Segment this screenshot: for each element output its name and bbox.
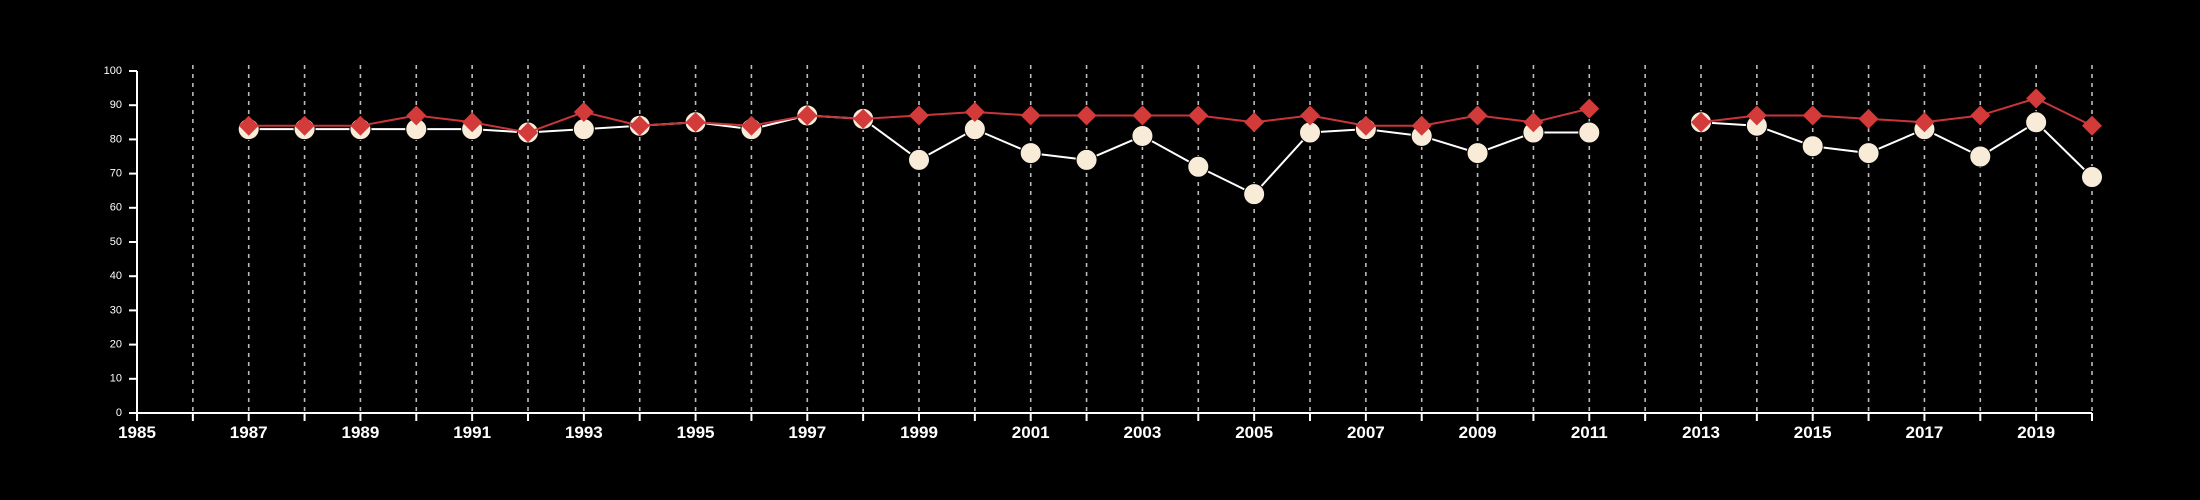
x-tick-label-2011: 2011 (1571, 423, 1608, 442)
series-1-point-1994 (629, 115, 650, 136)
data-series (237, 88, 2103, 206)
x-tick-label-2003: 2003 (1124, 423, 1162, 442)
series-1-point-2005 (1244, 112, 1265, 133)
y-tick-label-50: 50 (110, 236, 122, 248)
series-1-point-1998 (853, 108, 874, 129)
series-1-point-2018 (1970, 105, 1991, 126)
series-0-point-2005 (1243, 183, 1266, 206)
series-1-point-2014 (1746, 105, 1767, 126)
series-0-point-2019 (2025, 111, 2048, 134)
series-0-point-2004 (1187, 155, 1210, 178)
x-tick-label-1985: 1985 (118, 423, 156, 442)
series-1-point-1993 (573, 102, 594, 123)
series-1-point-2008 (1411, 115, 1432, 136)
y-tick-label-60: 60 (110, 202, 122, 214)
x-tick-label-1999: 1999 (900, 423, 938, 442)
x-tick-label-2019: 2019 (2017, 423, 2055, 442)
series-1-point-2001 (1020, 105, 1041, 126)
series-0-point-2018 (1969, 145, 1992, 168)
series-1-point-2017 (1914, 112, 1935, 133)
y-tick-label-80: 80 (110, 133, 122, 145)
x-tick-label-2015: 2015 (1794, 423, 1832, 442)
series-0-point-2011 (1578, 121, 1601, 144)
y-tick-label-70: 70 (110, 168, 122, 180)
series-1-diamond (238, 88, 2102, 143)
series-1-point-2015 (1802, 105, 1823, 126)
y-tick-label-0: 0 (116, 407, 122, 419)
x-tick-label-2005: 2005 (1235, 423, 1273, 442)
series-1-point-1988 (294, 115, 315, 136)
y-tick-label-100: 100 (104, 65, 122, 77)
series-1-point-2009 (1467, 105, 1488, 126)
series-0-point-2002 (1075, 148, 1098, 171)
series-1-point-2000 (964, 102, 985, 123)
x-tick-label-1993: 1993 (565, 423, 603, 442)
y-tick-label-30: 30 (110, 304, 122, 316)
y-tick-label-90: 90 (110, 99, 122, 111)
series-1-point-2010 (1523, 112, 1544, 133)
series-1-point-2006 (1300, 105, 1320, 126)
series-1-point-2003 (1132, 105, 1153, 126)
series-0-circle (237, 104, 2103, 206)
x-tick-label-2007: 2007 (1347, 423, 1385, 442)
series-1-point-1990 (406, 105, 427, 126)
series-1-point-2011 (1579, 98, 1600, 119)
series-1-point-1989 (350, 115, 371, 136)
x-tick-label-1987: 1987 (230, 423, 268, 442)
series-0-point-2003 (1131, 124, 1154, 147)
series-1-point-1999 (909, 105, 929, 126)
series-0-point-2009 (1466, 142, 1489, 165)
x-tick-label-2017: 2017 (1906, 423, 1944, 442)
series-1-point-1995 (685, 112, 706, 133)
series-1-point-1997 (797, 105, 818, 126)
series-1-point-1987 (238, 115, 259, 136)
series-1-point-2004 (1188, 105, 1209, 126)
x-tick-label-1995: 1995 (677, 423, 715, 442)
series-1-point-2016 (1858, 108, 1879, 129)
x-tick-label-2013: 2013 (1682, 423, 1720, 442)
series-1-point-2020 (2082, 115, 2102, 136)
y-tick-label-40: 40 (110, 270, 122, 282)
y-tick-label-20: 20 (110, 339, 122, 351)
series-1-point-1996 (741, 115, 762, 136)
series-1-point-2007 (1355, 115, 1376, 136)
series-0-point-2016 (1857, 142, 1880, 165)
series-0-point-2001 (1019, 142, 1042, 165)
series-1-point-1992 (518, 122, 538, 143)
x-tick-label-2009: 2009 (1459, 423, 1497, 442)
series-1-point-2002 (1076, 105, 1097, 126)
x-tick-label-1989: 1989 (342, 423, 380, 442)
x-tick-label-2001: 2001 (1012, 423, 1050, 442)
series-1-point-1991 (462, 112, 483, 133)
series-0-point-2020 (2081, 166, 2103, 189)
y-tick-label-10: 10 (110, 373, 122, 385)
series-1-point-2019 (2026, 88, 2047, 109)
axes: 0 10 20 30 40 50 60 70 80 90 100 1985 1987 1989 1991 19… (104, 65, 2093, 442)
series-0-point-1999 (908, 148, 930, 171)
series-1-point-2013 (1691, 112, 1711, 133)
series-0-point-2015 (1801, 135, 1824, 158)
x-tick-label-1991: 1991 (453, 423, 491, 442)
x-tick-label-1997: 1997 (788, 423, 826, 442)
